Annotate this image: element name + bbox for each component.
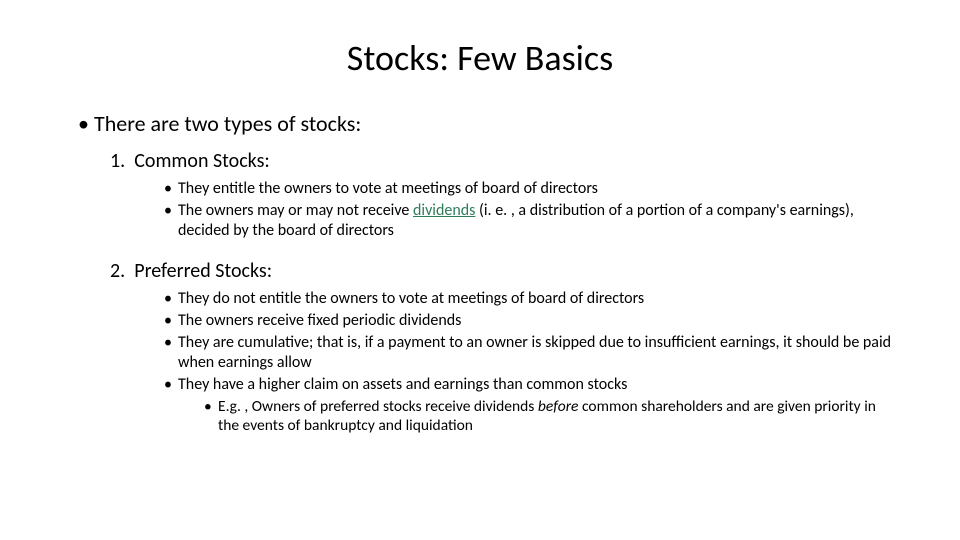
intro-line: •There are two types of stocks: xyxy=(78,110,900,137)
common-number: 1. xyxy=(110,149,125,173)
preferred-sub-a: E.g. , Owners of preferred stocks receiv… xyxy=(218,397,538,416)
common-heading-line: 1. Common Stocks: xyxy=(110,149,900,173)
intro-text: There are two types of stocks: xyxy=(94,110,361,137)
dividends-term: dividends xyxy=(413,201,475,220)
bullet-icon: • xyxy=(164,333,178,353)
section-common: 1. Common Stocks: •They entitle the owne… xyxy=(60,149,900,241)
preferred-p2-text: The owners receive fixed periodic divide… xyxy=(178,311,461,330)
preferred-heading-line: 2. Preferred Stocks: xyxy=(110,259,900,283)
preferred-p4-text: They have a higher claim on assets and e… xyxy=(178,375,627,394)
common-point-2: •The owners may or may not receive divid… xyxy=(164,201,900,241)
bullet-icon: • xyxy=(164,201,178,221)
common-point-1: •They entitle the owners to vote at meet… xyxy=(164,179,900,199)
preferred-sub-before: before xyxy=(538,397,579,416)
common-p1-text: They entitle the owners to vote at meeti… xyxy=(178,179,598,198)
bullet-icon: • xyxy=(78,110,94,137)
preferred-p3-text: They are cumulative; that is, if a payme… xyxy=(178,333,891,372)
common-heading: Common Stocks: xyxy=(134,149,270,173)
bullet-icon: • xyxy=(164,375,178,395)
slide-title: Stocks: Few Basics xyxy=(60,36,900,80)
preferred-point-4: •They have a higher claim on assets and … xyxy=(164,375,900,395)
common-p2a-text: The owners may or may not receive xyxy=(178,201,413,220)
bullet-icon: • xyxy=(164,311,178,331)
bullet-icon: • xyxy=(164,289,178,309)
section-preferred: 2. Preferred Stocks: •They do not entitl… xyxy=(60,259,900,436)
preferred-heading: Preferred Stocks: xyxy=(134,259,272,283)
slide-container: Stocks: Few Basics •There are two types … xyxy=(0,0,960,540)
bullet-icon: • xyxy=(204,397,218,416)
preferred-point-1: •They do not entitle the owners to vote … xyxy=(164,289,900,309)
preferred-subpoint: •E.g. , Owners of preferred stocks recei… xyxy=(204,397,900,436)
preferred-point-3: •They are cumulative; that is, if a paym… xyxy=(164,333,900,373)
preferred-p1-text: They do not entitle the owners to vote a… xyxy=(178,289,644,308)
bullet-icon: • xyxy=(164,179,178,199)
preferred-point-2: •The owners receive fixed periodic divid… xyxy=(164,311,900,331)
preferred-number: 2. xyxy=(110,259,125,283)
